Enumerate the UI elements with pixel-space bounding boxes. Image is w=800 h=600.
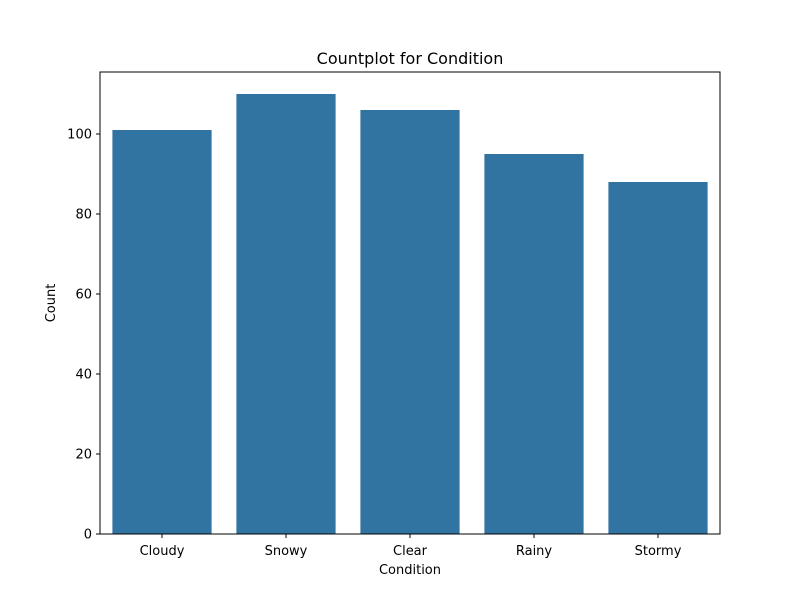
bar-group xyxy=(112,94,708,534)
y-tick-label: 40 xyxy=(75,368,92,383)
x-tick-label: Stormy xyxy=(635,544,682,559)
y-axis-ticks: 0 20 40 60 80 100 xyxy=(67,128,100,543)
bar-rainy xyxy=(484,154,584,534)
y-tick-label: 60 xyxy=(75,288,92,303)
chart-title: Countplot for Condition xyxy=(317,49,504,68)
y-axis-label: Count xyxy=(44,284,59,323)
x-tick-label: Cloudy xyxy=(140,544,185,559)
x-axis-label: Condition xyxy=(379,563,441,578)
bar-snowy xyxy=(236,94,336,534)
x-tick-label: Snowy xyxy=(265,544,308,559)
y-tick-label: 100 xyxy=(67,128,92,143)
x-tick-label: Clear xyxy=(393,544,428,559)
bar-clear xyxy=(360,110,460,534)
bar-stormy xyxy=(608,182,708,534)
y-tick-label: 80 xyxy=(75,208,92,223)
y-tick-label: 0 xyxy=(84,528,92,543)
bar-cloudy xyxy=(112,130,212,534)
x-tick-label: Rainy xyxy=(516,544,553,559)
y-tick-label: 20 xyxy=(75,448,92,463)
x-axis-ticks: Cloudy Snowy Clear Rainy Stormy xyxy=(140,534,682,559)
